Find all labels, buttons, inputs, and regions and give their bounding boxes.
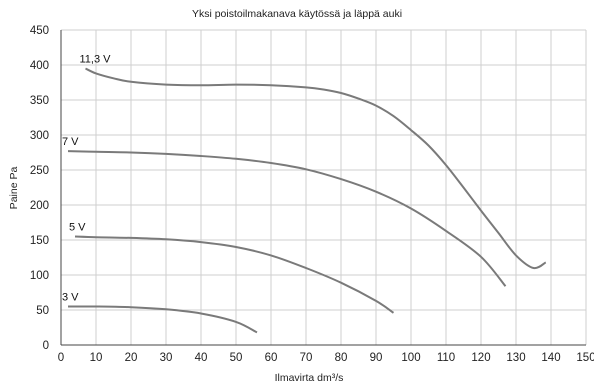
x-axis-label: Ilmavirta dm³/s xyxy=(275,372,344,384)
x-tick-label: 110 xyxy=(437,352,455,364)
x-tick-label: 130 xyxy=(506,352,525,364)
x-tick-label: 40 xyxy=(195,352,208,364)
series-labels: 11,3 V 7 V 5 V 3 V xyxy=(62,54,111,304)
x-tick-label: 10 xyxy=(90,352,103,364)
series-label: 3 V xyxy=(62,292,79,304)
tick-labels: 0 50 100 150 200 250 300 350 400 450 0 10 20 30 40 50 60… xyxy=(30,25,594,364)
x-tick-label: 50 xyxy=(230,352,243,364)
grid xyxy=(61,29,587,345)
y-tick-label: 0 xyxy=(43,340,49,352)
series-line-5-vv xyxy=(74,235,395,314)
y-tick-label: 400 xyxy=(30,60,49,72)
series-label: 7 V xyxy=(62,136,79,148)
x-tick-label: 80 xyxy=(335,352,348,364)
x-tick-label: 150 xyxy=(576,352,594,364)
x-tick-label: 140 xyxy=(541,352,560,364)
chart-title: Yksi poistoilmakanava käytössä ja läppä … xyxy=(192,8,402,20)
series-line-3-vv xyxy=(67,305,258,334)
y-tick-label: 450 xyxy=(30,25,49,37)
x-tick-label: 20 xyxy=(125,352,138,364)
x-tick-label: 0 xyxy=(58,352,64,364)
x-tick-label: 70 xyxy=(300,352,313,364)
series-label: 11,3 V xyxy=(80,54,112,66)
y-tick-label: 150 xyxy=(30,235,49,247)
y-tick-label: 350 xyxy=(30,95,49,107)
y-tick-label: 50 xyxy=(36,305,49,317)
series-line-7-vv xyxy=(67,150,507,287)
y-tick-label: 250 xyxy=(30,165,49,177)
axes xyxy=(60,30,586,346)
series-label: 5 V xyxy=(69,222,86,234)
y-tick-label: 300 xyxy=(30,130,49,142)
y-tick-label: 100 xyxy=(30,270,49,282)
x-tick-label: 100 xyxy=(401,352,420,364)
series xyxy=(67,67,547,334)
x-tick-label: 30 xyxy=(160,352,173,364)
x-tick-label: 60 xyxy=(265,352,278,364)
y-axis-label: Paine Pa xyxy=(8,167,20,210)
x-tick-label: 90 xyxy=(370,352,383,364)
series-line-11-3-vv xyxy=(85,67,547,270)
x-tick-label: 120 xyxy=(471,352,490,364)
y-tick-label: 200 xyxy=(30,200,49,212)
